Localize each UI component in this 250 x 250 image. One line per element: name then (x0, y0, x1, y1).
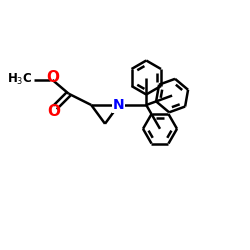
Text: O: O (47, 104, 60, 119)
Text: O: O (46, 70, 59, 85)
Text: N: N (113, 98, 124, 112)
Text: H$_3$C: H$_3$C (7, 72, 32, 87)
